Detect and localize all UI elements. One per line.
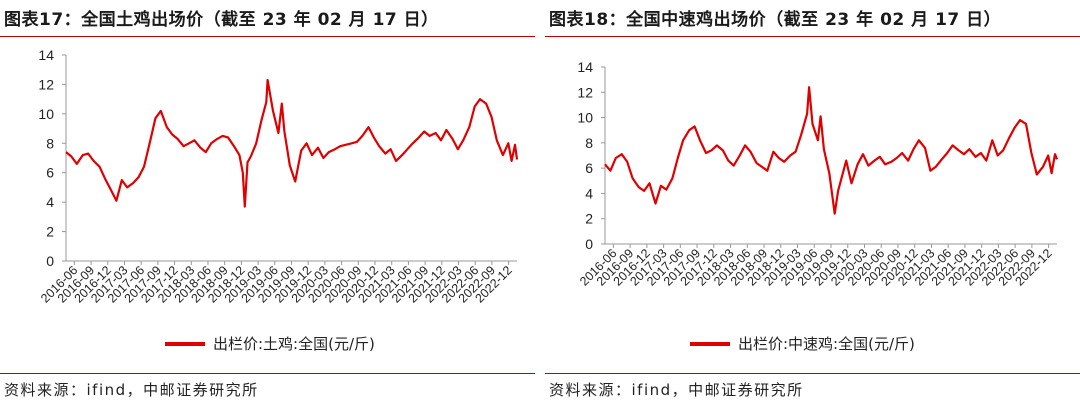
chart-panel-left: 图表17：全国土鸡出场价（截至 23 年 02 月 17 日） 0 2 4 6 8 10 1… <box>0 0 535 413</box>
source-note: 资料来源：ifind，中邮证券研究所 <box>4 381 259 399</box>
y-tick-label: 2 <box>46 224 54 240</box>
y-tick-label: 12 <box>38 76 54 92</box>
y-tick-label: 0 <box>585 236 593 252</box>
line-chart-tuji: 024681012142016-062016-092016-122017-032… <box>38 47 519 353</box>
source-note: 资料来源：ifind，中邮证券研究所 <box>549 381 804 399</box>
y-tick-label: 14 <box>38 47 54 63</box>
y-tick-label: 2 <box>585 211 593 227</box>
legend-label: 出栏价:土鸡:全国(元/斤) <box>213 335 375 353</box>
y-tick-label: 8 <box>46 135 54 151</box>
y-tick-label: 10 <box>38 106 54 122</box>
y-tick-label: 6 <box>585 160 593 176</box>
source-divider <box>0 373 535 374</box>
y-tick-label: 8 <box>585 135 593 151</box>
chart-title: 图表18：全国中速鸡出场价（截至 23 年 02 月 17 日） <box>549 10 1002 30</box>
chart-title: 图表17：全国土鸡出场价（截至 23 年 02 月 17 日） <box>4 10 439 30</box>
source-divider <box>545 373 1080 374</box>
series-line <box>604 86 1059 215</box>
title-divider <box>545 36 1080 37</box>
y-tick-label: 12 <box>577 84 593 100</box>
y-tick-label: 4 <box>46 194 54 210</box>
y-tick-label: 0 <box>46 253 54 269</box>
chart-panel-right: 图表18：全国中速鸡出场价（截至 23 年 02 月 17 日） 0 2 4 6 8 10… <box>545 0 1080 413</box>
line-chart-zhongsuji: 024681012142016-062016-092016-122017-032… <box>577 59 1059 353</box>
y-tick-label: 4 <box>585 185 593 201</box>
y-tick-label: 14 <box>577 59 593 75</box>
y-tick-label: 6 <box>46 165 54 181</box>
y-tick-label: 10 <box>577 110 593 126</box>
legend-label: 出栏价:中速鸡:全国(元/斤) <box>738 335 915 353</box>
series-line <box>65 78 519 208</box>
title-divider <box>0 36 535 37</box>
